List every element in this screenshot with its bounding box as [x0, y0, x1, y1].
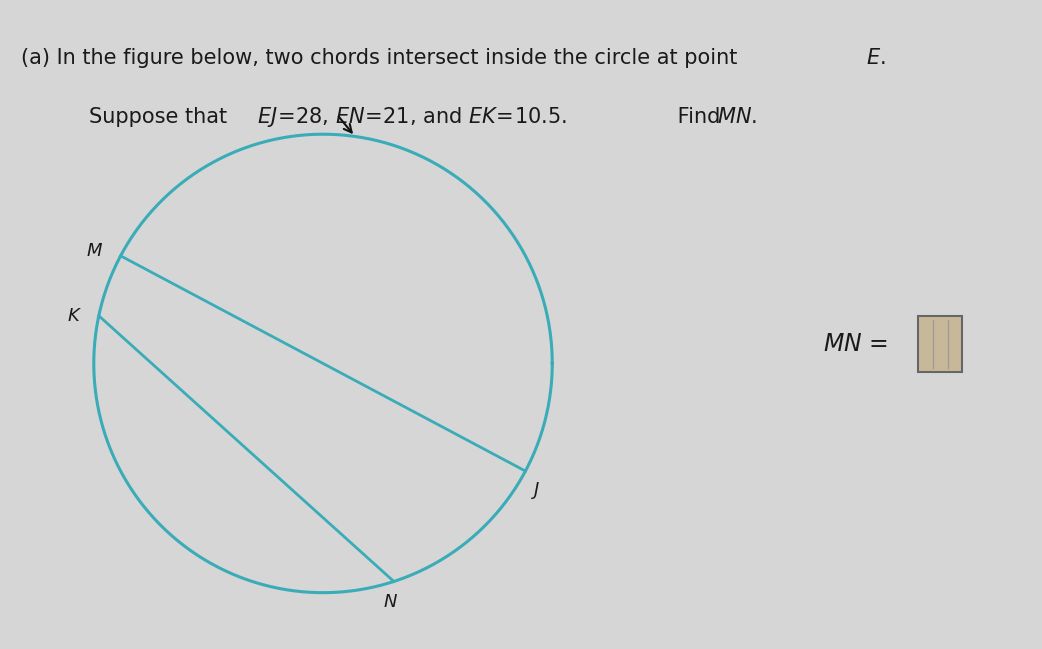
Text: $MN$.: $MN$. [717, 107, 756, 127]
Text: Suppose that: Suppose that [89, 107, 233, 127]
Text: $J$: $J$ [531, 480, 541, 501]
Text: $E$.: $E$. [866, 49, 886, 68]
Text: $EJ\!=\!28$, $EN\!=\!21$, and $EK\!=\!10.5$.: $EJ\!=\!28$, $EN\!=\!21$, and $EK\!=\!10… [257, 105, 568, 129]
Text: (a) In the figure below, two chords intersect inside the circle at point: (a) In the figure below, two chords inte… [21, 49, 744, 68]
Text: $MN$ =: $MN$ = [823, 332, 888, 356]
Text: Find: Find [671, 107, 727, 127]
Text: $K$: $K$ [68, 307, 82, 324]
Text: $M$: $M$ [85, 242, 102, 260]
Text: $N$: $N$ [383, 593, 398, 611]
FancyBboxPatch shape [918, 316, 962, 372]
